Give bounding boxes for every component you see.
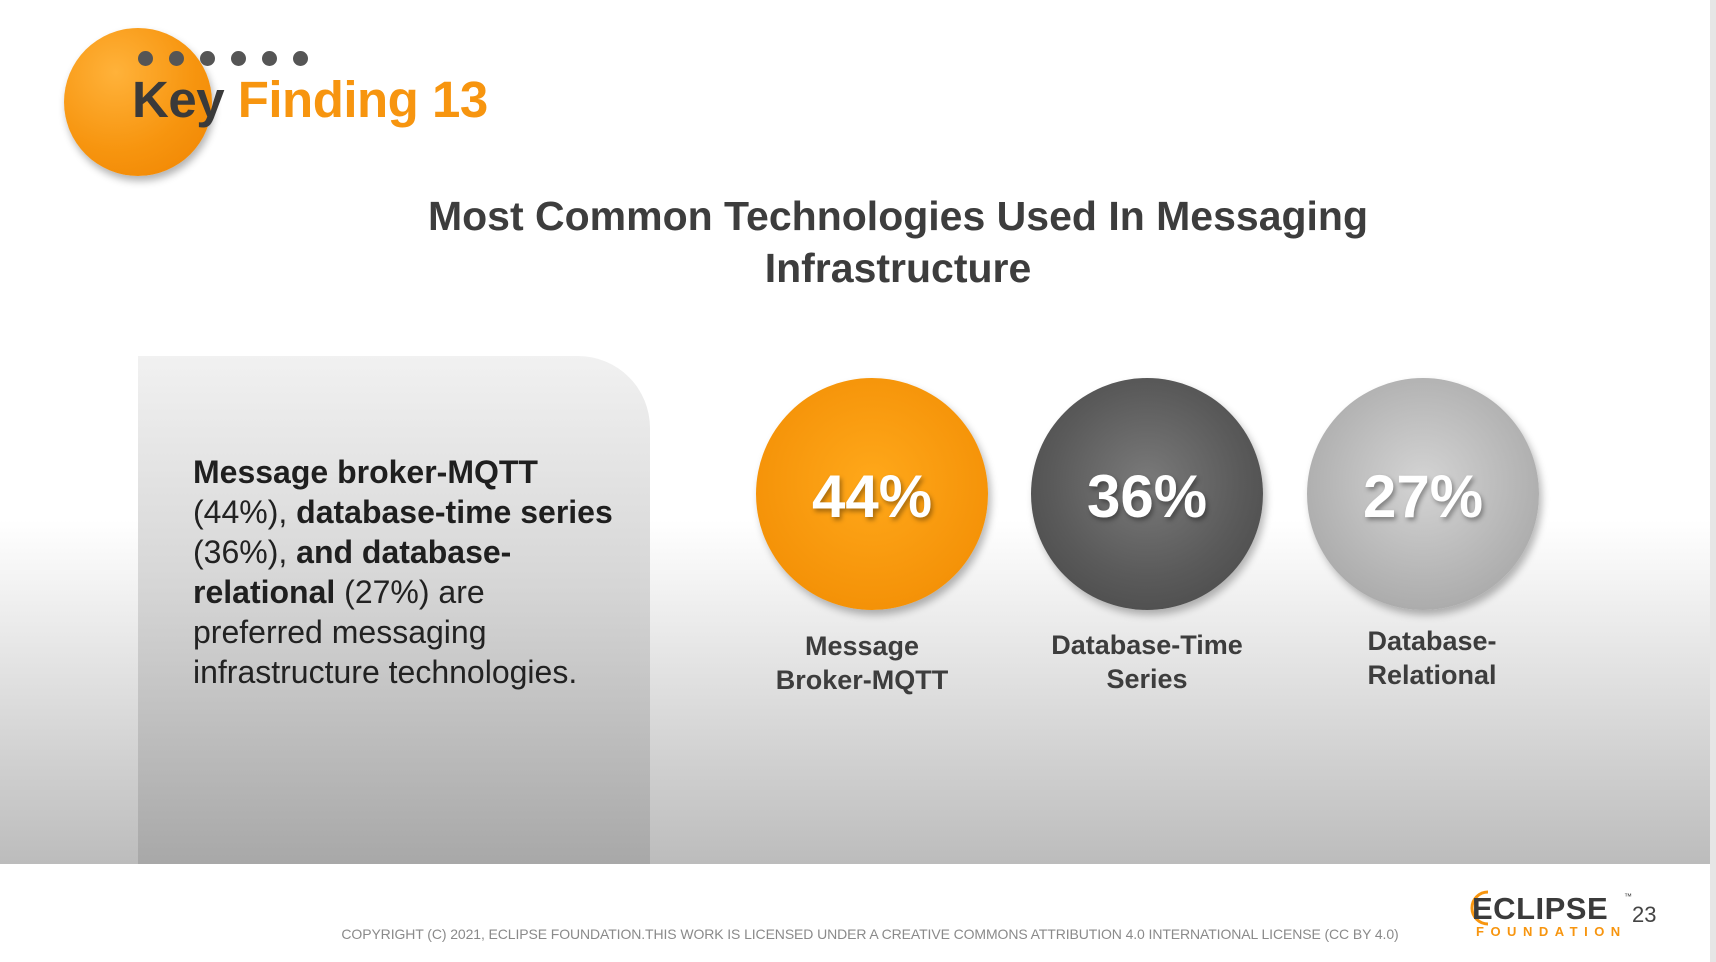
dot <box>138 51 153 66</box>
summary-text-6: (27%) are preferred messaging infrastruc… <box>193 574 578 690</box>
finding-number: Finding 13 <box>237 71 489 128</box>
stat-circle-relational: 27% <box>1307 378 1539 610</box>
dot <box>231 51 246 66</box>
summary-bold-5: and database-relational <box>193 534 512 610</box>
dot <box>293 51 308 66</box>
summary-bold-1: Message broker-MQTT <box>193 454 538 490</box>
key-word: Key <box>132 71 225 128</box>
logo-wordmark: ECLIPSE <box>1472 891 1609 926</box>
page-title-line2: Infrastructure <box>764 245 1032 291</box>
eclipse-arc-icon <box>1470 890 1489 926</box>
summary-panel <box>138 356 650 864</box>
dot <box>169 51 184 66</box>
stat-label-relational: Database- Relational <box>1312 624 1552 692</box>
stat-label-mqtt: Message Broker-MQTT <box>742 629 982 697</box>
dot <box>200 51 215 66</box>
stat-circle-time-series: 36% <box>1031 378 1263 610</box>
stat-value-mqtt: 44% <box>811 462 933 530</box>
page-title: Most Common Technologies Used In Messagi… <box>380 190 1416 294</box>
eclipse-foundation-logo: ECLIPSE ™ FOUNDATION <box>1462 884 1632 942</box>
stat-label-line: Series <box>1106 664 1188 694</box>
logo-trademark: ™ <box>1624 892 1632 901</box>
stat-label-time-series: Database-Time Series <box>1027 628 1267 696</box>
summary-text-4: (36%), <box>193 534 297 570</box>
logo-subtitle: FOUNDATION <box>1476 924 1627 939</box>
page-number: 23 <box>1632 902 1657 927</box>
stat-label-line: Relational <box>1367 660 1497 690</box>
key-finding-title: Key Finding 13 <box>132 68 488 132</box>
key-finding-badge <box>64 28 212 176</box>
stat-value-time-series: 36% <box>1086 462 1208 530</box>
stat-circle-mqtt: 44% <box>756 378 988 610</box>
stat-label-line: Message <box>804 631 920 661</box>
summary-text: Message broker-MQTT (44%), database-time… <box>193 452 613 692</box>
dot <box>262 51 277 66</box>
stat-label-line: Broker-MQTT <box>775 665 949 695</box>
stat-label-line: Database- <box>1367 626 1497 656</box>
summary-bold-3: database-time series <box>296 494 613 530</box>
stat-value-relational: 27% <box>1362 462 1484 530</box>
stat-label-line: Database-Time <box>1051 630 1243 660</box>
copyright-notice: COPYRIGHT (C) 2021, ECLIPSE FOUNDATION.T… <box>341 926 1399 942</box>
slide-edge <box>1710 0 1716 962</box>
summary-text-2: (44%), <box>193 494 297 530</box>
page-title-line1: Most Common Technologies Used In Messagi… <box>427 193 1369 239</box>
decorative-dots <box>138 51 308 66</box>
